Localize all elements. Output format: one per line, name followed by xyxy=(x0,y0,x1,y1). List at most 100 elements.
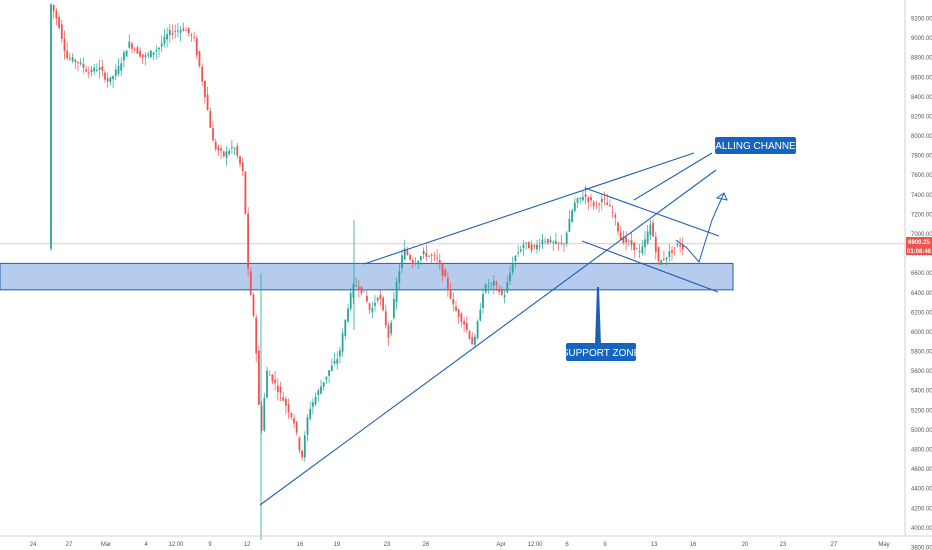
label-pointer-support xyxy=(595,287,601,345)
candle-body xyxy=(190,34,193,36)
candle-body xyxy=(366,295,368,302)
y-tick-label: 4000.00 xyxy=(911,526,932,532)
candle-body xyxy=(681,244,684,250)
candle-body xyxy=(573,202,576,211)
candle-body xyxy=(579,197,582,199)
candle-body xyxy=(465,322,468,330)
candle-body xyxy=(314,396,317,405)
candle-body xyxy=(517,252,519,254)
candle-body xyxy=(239,156,241,165)
candle-body xyxy=(371,307,374,313)
candle-body xyxy=(633,242,636,251)
channel-upper-line xyxy=(584,187,720,237)
candle-body xyxy=(163,36,166,44)
candle-body xyxy=(241,162,244,172)
candle-body xyxy=(430,254,433,256)
candle-body xyxy=(590,197,592,201)
candle-body xyxy=(438,260,441,265)
candle-body xyxy=(206,94,209,110)
candle-body xyxy=(544,241,546,242)
resistance-trendline xyxy=(363,152,695,265)
candle-body xyxy=(452,299,455,305)
candle-body xyxy=(204,80,206,98)
candle-body xyxy=(279,387,282,393)
candle-body xyxy=(139,50,141,57)
candle-body xyxy=(344,319,347,337)
candle-body xyxy=(106,78,109,82)
candle-body xyxy=(638,250,641,252)
candle-body xyxy=(347,308,349,322)
countdown-tag-bg xyxy=(906,246,932,255)
candle-body xyxy=(187,27,190,34)
candle-body xyxy=(333,360,336,364)
x-tick-label: 13 xyxy=(651,542,658,548)
current-price-tag: 6900.25 xyxy=(908,240,930,246)
y-tick-label: 5800.00 xyxy=(911,350,932,356)
candle-body xyxy=(522,244,525,249)
support-zone-label: SUPPORT ZONE xyxy=(562,348,641,359)
y-tick-label: 6000.00 xyxy=(911,330,932,336)
candle-body xyxy=(625,237,627,243)
candle-body xyxy=(123,52,125,61)
candle-body xyxy=(492,280,495,286)
candle-body xyxy=(74,59,77,63)
candle-body xyxy=(549,239,552,243)
candle-body xyxy=(220,148,222,151)
candle-body xyxy=(136,47,139,54)
candle-body xyxy=(82,63,85,68)
candle-body xyxy=(222,151,225,157)
candle-body xyxy=(422,250,425,255)
candle-body xyxy=(533,245,536,247)
candle-body xyxy=(479,310,482,321)
x-tick-label: 23 xyxy=(384,542,391,548)
candle-body xyxy=(455,306,457,311)
candle-body xyxy=(112,75,114,80)
candle-body xyxy=(198,51,201,67)
candle-body xyxy=(128,41,131,48)
candle-body xyxy=(171,33,174,35)
x-tick-label: 16 xyxy=(297,542,304,548)
candle-body xyxy=(541,239,544,245)
candle-body xyxy=(603,198,606,200)
candle-body xyxy=(317,390,320,396)
x-tick-label: 19 xyxy=(334,542,341,548)
candle-body xyxy=(231,146,233,148)
candle-body xyxy=(195,38,198,56)
y-tick-label: 7600.00 xyxy=(911,173,932,179)
candle-body xyxy=(606,202,609,205)
candle-body xyxy=(193,37,195,38)
candle-body xyxy=(600,198,603,203)
candle-body xyxy=(328,370,330,376)
candle-body xyxy=(509,272,511,282)
candle-body xyxy=(403,248,406,260)
candle-body xyxy=(363,291,366,293)
candle-body xyxy=(50,4,52,249)
candle-body xyxy=(414,263,417,264)
x-tick-label: 6 xyxy=(565,542,569,548)
candle-body xyxy=(287,404,290,413)
candle-body xyxy=(217,146,220,151)
candle-body xyxy=(58,16,60,28)
candle-body xyxy=(357,286,360,291)
support-zone-rect xyxy=(0,262,734,291)
candle-body xyxy=(266,370,268,398)
candle-body xyxy=(325,376,328,380)
y-tick-label: 8800.00 xyxy=(911,56,932,62)
x-tick-label: Mar xyxy=(101,542,111,548)
candle-body xyxy=(636,248,638,250)
candle-body xyxy=(63,38,66,52)
candle-body xyxy=(673,247,676,249)
candle-body xyxy=(133,48,136,50)
y-tick-label: 4800.00 xyxy=(911,448,932,454)
candle-body xyxy=(649,224,652,235)
candle-body xyxy=(568,218,571,232)
candle-body xyxy=(449,289,452,299)
candle-body xyxy=(263,397,266,431)
candle-body xyxy=(398,271,401,283)
candle-body xyxy=(349,293,352,310)
candle-body xyxy=(463,321,465,325)
candle-body xyxy=(166,34,168,40)
y-tick-label: 5000.00 xyxy=(911,428,932,434)
